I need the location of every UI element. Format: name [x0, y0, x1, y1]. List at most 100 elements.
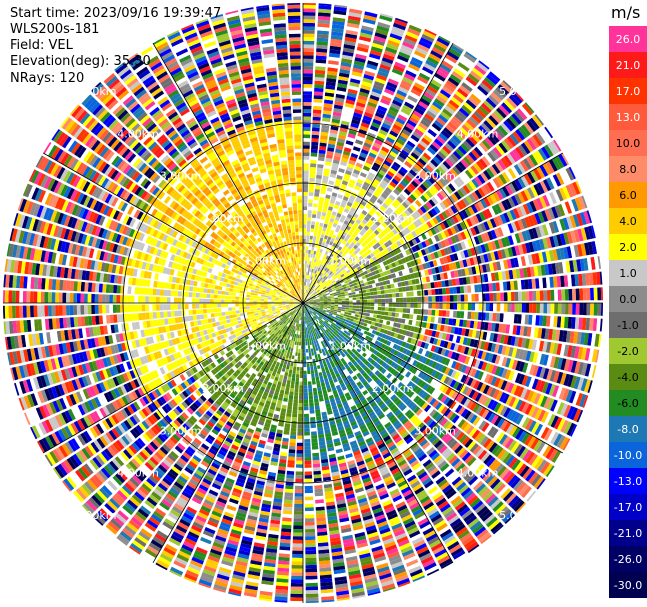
- gate-cell: [317, 368, 322, 373]
- gate-cell: [323, 103, 333, 108]
- gate-cell: [344, 311, 349, 315]
- gate-cell: [353, 60, 365, 67]
- gate-cell: [303, 263, 305, 268]
- gate-cell: [543, 303, 548, 314]
- gate-cell: [303, 338, 305, 342]
- gate-cell: [306, 267, 309, 272]
- gate-cell: [341, 157, 349, 163]
- gate-cell: [362, 309, 367, 313]
- gate-cell: [503, 292, 508, 302]
- gate-cell: [305, 521, 315, 526]
- gate-cell: [303, 388, 308, 393]
- gate-cell: [369, 288, 374, 292]
- gate-cell: [308, 279, 311, 283]
- gate-cell: [431, 289, 436, 295]
- gate-cell: [372, 317, 377, 322]
- gate-cell: [309, 362, 313, 367]
- gate-cell: [367, 299, 371, 303]
- gate-cell: [303, 253, 306, 257]
- gate-cell: [435, 309, 439, 316]
- gate-cell: [305, 564, 317, 569]
- gate-cell: [364, 70, 376, 77]
- gate-cell: [337, 310, 342, 313]
- gate-cell: [337, 294, 342, 298]
- gate-cell: [305, 334, 307, 339]
- gate-cell: [346, 26, 359, 32]
- gate-cell: [344, 106, 354, 112]
- gate-cell: [352, 300, 357, 303]
- gate-cell: [305, 253, 308, 257]
- gate-cell: [309, 402, 314, 407]
- gate-cell: [303, 141, 310, 146]
- gate-cell: [370, 295, 375, 299]
- gate-cell: [310, 366, 314, 371]
- gate-cell: [308, 264, 311, 269]
- gate-cell: [310, 163, 317, 168]
- gate-cell: [304, 292, 305, 297]
- gate-cell: [303, 152, 310, 157]
- gate-cell: [333, 6, 347, 12]
- gate-cell: [309, 170, 316, 175]
- gate-cell: [356, 300, 360, 303]
- gate-cell: [381, 307, 386, 311]
- gate-cell: [457, 294, 461, 302]
- gate-cell: [312, 387, 317, 392]
- gate-cell: [304, 406, 309, 411]
- gate-cell: [305, 510, 315, 515]
- gate-cell: [303, 184, 309, 189]
- gate-cell: [304, 446, 311, 450]
- gate-cell: [392, 303, 396, 307]
- gate-cell: [325, 194, 331, 199]
- gate-cell: [363, 14, 377, 22]
- gate-cell: [304, 460, 312, 465]
- gate-cell: [327, 298, 331, 301]
- gate-cell: [310, 424, 317, 429]
- gate-cell: [304, 267, 307, 272]
- gate-cell: [335, 97, 345, 103]
- gate-cell: [362, 289, 367, 293]
- gate-cell: [586, 288, 591, 301]
- gate-cell: [331, 299, 335, 302]
- gate-cell: [316, 214, 321, 219]
- gate-cell: [374, 295, 378, 299]
- gate-cell: [409, 285, 414, 291]
- gate-cell: [338, 298, 342, 301]
- gate-cell: [311, 145, 318, 150]
- gate-cell: [320, 352, 324, 357]
- gate-cell: [311, 445, 319, 450]
- gate-cell: [406, 291, 411, 297]
- gate-cell: [369, 313, 374, 318]
- gate-cell: [348, 12, 362, 18]
- gate-cell: [304, 478, 313, 483]
- gate-cell: [306, 330, 308, 335]
- gate-cell: [303, 206, 308, 211]
- gate-cell: [326, 154, 333, 159]
- gate-cell: [331, 192, 338, 198]
- gate-cell: [518, 303, 522, 313]
- gate-cell: [387, 289, 392, 294]
- gate-cell: [318, 204, 323, 209]
- gate-cell: [366, 309, 371, 313]
- gate-cell: [362, 293, 367, 297]
- gate-cell: [313, 236, 317, 241]
- gate-cell: [347, 133, 356, 139]
- gate-cell: [304, 428, 310, 432]
- gate-cell: [314, 369, 318, 374]
- gate-cell: [312, 344, 315, 349]
- gate-cell: [303, 138, 311, 142]
- gate-cell: [362, 312, 367, 316]
- gate-cell: [460, 303, 465, 310]
- gate-cell: [427, 289, 432, 296]
- gate-cell: [356, 297, 360, 300]
- gate-cell: [352, 282, 357, 286]
- gate-cell: [363, 306, 368, 310]
- gate-cell: [360, 28, 373, 36]
- gate-cell: [575, 288, 580, 301]
- gate-cell: [307, 257, 310, 261]
- gate-cell: [313, 467, 321, 472]
- gate-cell: [300, 367, 303, 371]
- gate-cell: [303, 127, 311, 131]
- gate-cell: [539, 303, 544, 314]
- gate-cell: [327, 305, 331, 308]
- gate-cell: [314, 87, 324, 93]
